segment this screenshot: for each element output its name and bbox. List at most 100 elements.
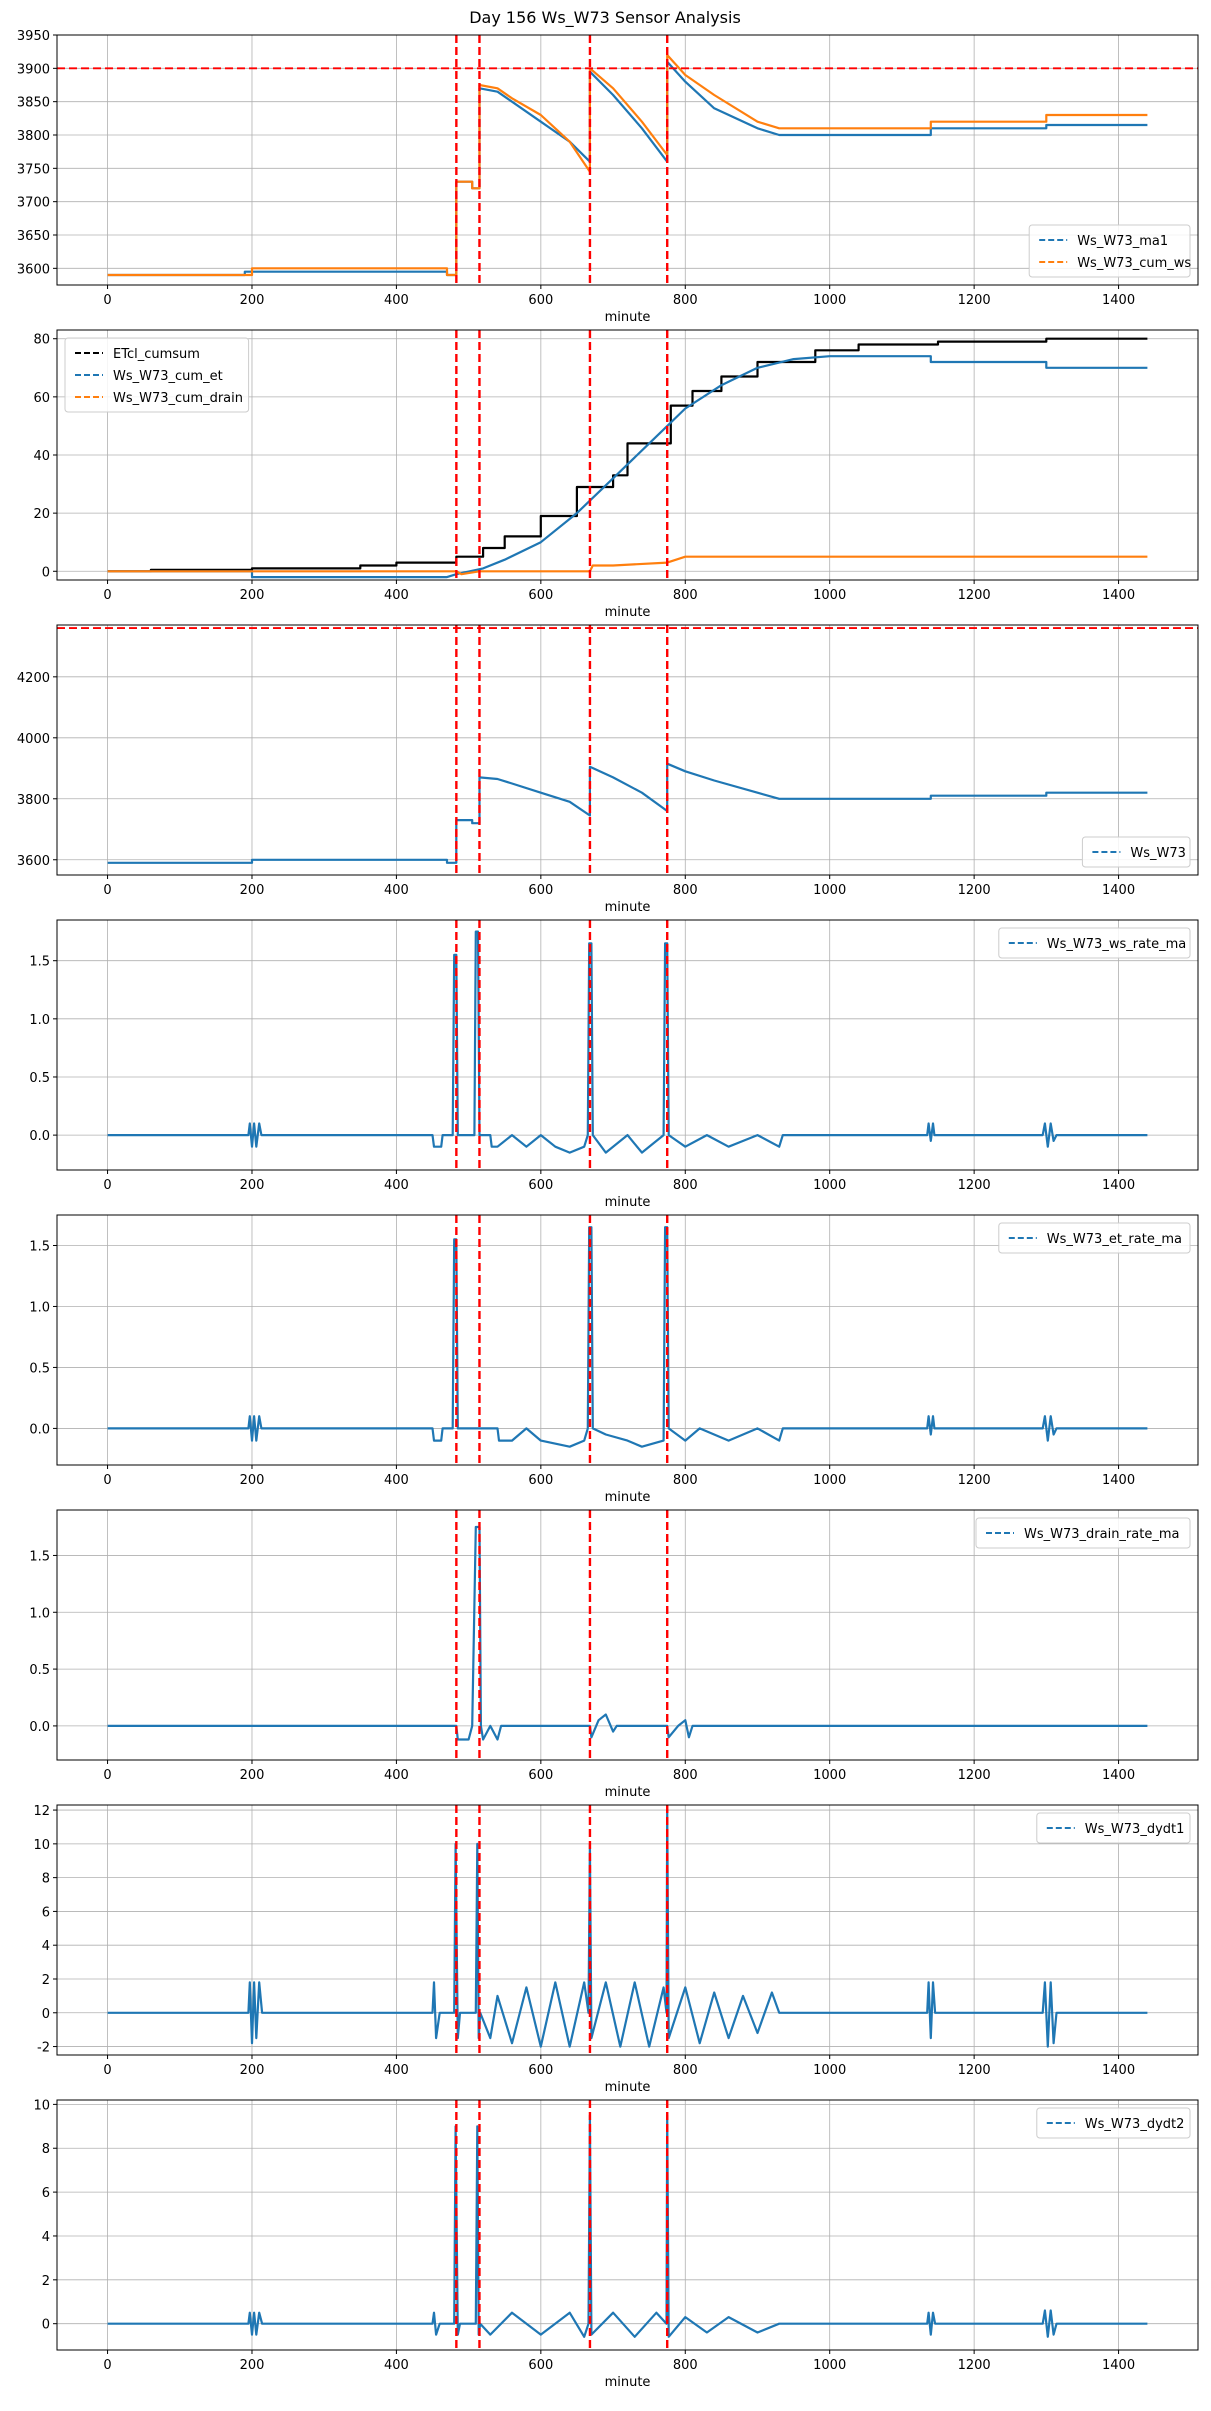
legend-box [1028, 224, 1191, 278]
legend-label: Ws_W73_cum_et [113, 369, 223, 384]
x-tick-label: 0 [103, 1178, 111, 1193]
y-tick-label: 3850 [17, 96, 50, 111]
x-tick-label: 600 [528, 1178, 553, 1193]
x-tick-label: 400 [384, 1473, 409, 1488]
x-tick-label: 1400 [1102, 1178, 1135, 1193]
y-tick-label: 0.0 [29, 1720, 50, 1735]
x-tick-label: 600 [528, 588, 553, 603]
y-tick-label: 0.5 [29, 1361, 50, 1376]
y-tick-label: 3600 [17, 262, 50, 277]
x-tick-label: 1400 [1102, 588, 1135, 603]
x-axis-label: minute [605, 2375, 651, 2390]
x-tick-label: 400 [384, 2358, 409, 2373]
x-tick-label: 200 [240, 1473, 265, 1488]
y-tick-label: 10 [33, 1838, 50, 1853]
x-axis-label: minute [605, 605, 651, 620]
y-tick-label: 4 [42, 1939, 50, 1954]
legend-box [1036, 2107, 1191, 2139]
x-axis-label: minute [605, 1490, 651, 1505]
x-tick-label: 1400 [1102, 2358, 1135, 2373]
x-tick-label: 0 [103, 2358, 111, 2373]
x-tick-label: 1000 [813, 293, 846, 308]
legend: Ws_W73_dydt2 [1036, 2107, 1191, 2139]
legend-label: Ws_W73_dydt2 [1085, 2117, 1185, 2132]
x-tick-label: 800 [673, 1178, 698, 1193]
series-line-Ws_W73_cum_et [107, 355, 1148, 579]
legend-label: Ws_W73_ws_rate_ma [1047, 937, 1186, 952]
x-axis-label: minute [605, 1195, 651, 1210]
legend-box [1081, 836, 1191, 868]
y-tick-label: 8 [42, 2142, 50, 2157]
y-tick-label: 1.0 [29, 1606, 50, 1621]
x-tick-label: 1400 [1102, 1768, 1135, 1783]
axes-frame [56, 1214, 1199, 1466]
x-tick-label: 1000 [813, 2063, 846, 2078]
x-axis-label: minute [605, 2080, 651, 2095]
y-tick-label: 3800 [17, 129, 50, 144]
series-line-Ws_W73_drain_rate_ma [107, 1525, 1148, 1741]
x-tick-label: 1000 [813, 2358, 846, 2373]
y-tick-label: 3650 [17, 229, 50, 244]
legend-box [975, 1517, 1191, 1549]
subplot-8: 0 200 400 600 800 1000 1200 1400 0 2 4 6 8 10 minute Ws… [33, 2098, 1199, 2390]
x-tick-label: 600 [528, 2358, 553, 2373]
y-tick-label: 3900 [17, 62, 50, 77]
legend-box [998, 927, 1191, 959]
x-tick-label: 1200 [958, 1768, 991, 1783]
x-tick-label: 600 [528, 1768, 553, 1783]
legend-label: Ws_W73_drain_rate_ma [1024, 1527, 1179, 1542]
subplot-5: 0 200 400 600 800 1000 1200 1400 0.0 0.5 1.0 1.5 min… [29, 1214, 1199, 1505]
x-tick-label: 1400 [1102, 293, 1135, 308]
y-tick-label: 1.5 [29, 1549, 50, 1564]
x-axis-label: minute [605, 310, 651, 325]
series-line-Ws_W73_et_rate_ma [107, 1226, 1148, 1448]
x-tick-label: 200 [240, 1768, 265, 1783]
x-tick-label: 200 [240, 2358, 265, 2373]
y-tick-label: 12 [33, 1804, 50, 1819]
y-tick-label: 60 [33, 391, 50, 406]
y-tick-label: 1.5 [29, 1239, 50, 1254]
x-tick-label: 0 [103, 1768, 111, 1783]
x-tick-label: 1200 [958, 293, 991, 308]
series-line-Ws_W73_dydt2 [107, 2114, 1148, 2338]
x-tick-label: 400 [384, 588, 409, 603]
y-tick-label: 6 [42, 1905, 50, 1920]
series-group [107, 1226, 1148, 1448]
axes-frame [56, 34, 1199, 286]
x-tick-label: 800 [673, 2063, 698, 2078]
x-tick-label: 400 [384, 293, 409, 308]
x-tick-label: 1400 [1102, 2063, 1135, 2078]
series-line-Ws_W73_cum_drain [107, 555, 1148, 576]
y-tick-label: 3700 [17, 196, 50, 211]
subplot-6: 0 200 400 600 800 1000 1200 1400 0.0 0.5 1.0 1.5 min… [29, 1509, 1199, 1800]
x-tick-label: 400 [384, 1178, 409, 1193]
x-tick-label: 1400 [1102, 883, 1135, 898]
x-tick-label: 400 [384, 883, 409, 898]
series-group [107, 1809, 1148, 2048]
y-tick-label: 3600 [17, 854, 50, 869]
x-tick-label: 0 [103, 293, 111, 308]
legend: Ws_W73_ws_rate_ma [998, 927, 1191, 959]
series-group [107, 2114, 1148, 2338]
x-tick-label: 800 [673, 588, 698, 603]
x-tick-label: 1400 [1102, 1473, 1135, 1488]
series-group [107, 930, 1148, 1154]
y-tick-label: 1.5 [29, 955, 50, 970]
x-tick-label: 200 [240, 1178, 265, 1193]
x-tick-label: 1200 [958, 1473, 991, 1488]
y-tick-label: 4200 [17, 671, 50, 686]
legend-box [64, 337, 250, 413]
x-tick-label: 200 [240, 883, 265, 898]
legend-label: Ws_W73_cum_drain [113, 391, 243, 406]
x-tick-label: 0 [103, 2063, 111, 2078]
y-tick-label: 1.0 [29, 1300, 50, 1315]
x-tick-label: 1000 [813, 1473, 846, 1488]
x-tick-label: 1200 [958, 2063, 991, 2078]
y-tick-label: 6 [42, 2186, 50, 2201]
subplot-2: 0 200 400 600 800 1000 1200 1400 0 20 40 60 80 minute… [33, 329, 1199, 620]
x-tick-label: 400 [384, 1768, 409, 1783]
series-group [107, 337, 1148, 579]
x-tick-label: 1000 [813, 883, 846, 898]
legend-label: Ws_W73_dydt1 [1085, 1822, 1185, 1837]
